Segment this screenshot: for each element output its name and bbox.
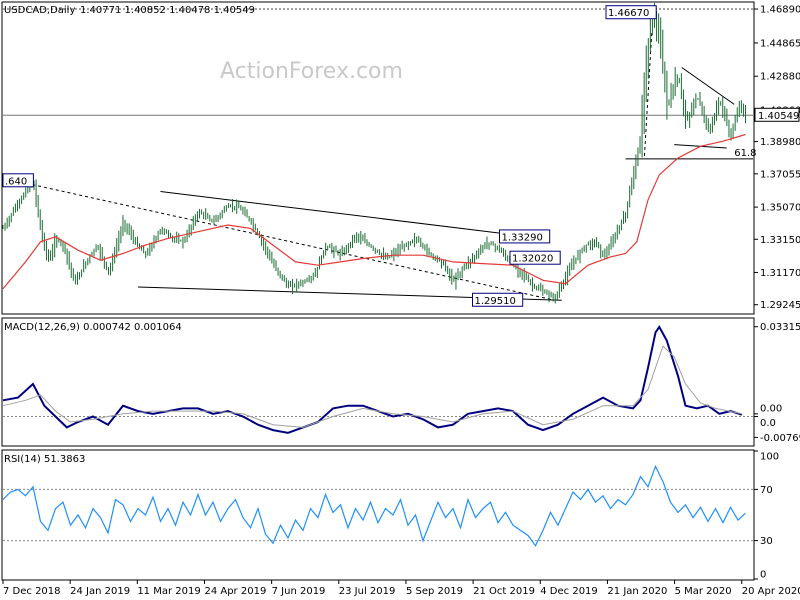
moving-average bbox=[2, 133, 746, 290]
price-y-tick-label: 1.46890 bbox=[760, 5, 800, 16]
price-title: USDCAD,Daily bbox=[4, 5, 75, 16]
rsi-grid bbox=[3, 488, 753, 542]
price-label: .640 bbox=[5, 176, 27, 187]
rsi-line bbox=[2, 464, 746, 547]
rsi-series bbox=[2, 464, 746, 547]
last-price-label: 1.40549 bbox=[758, 111, 799, 122]
price-y-tick-label: 1.37055 bbox=[760, 169, 800, 180]
macd-panel: 0.033155 0.00 0.0 -0.00769 MACD(12,26,9) 0.… bbox=[1, 317, 800, 447]
x-tick-label: 5 Sep 2019 bbox=[406, 586, 463, 597]
rsi-title: RSI(14) 51.3863 bbox=[4, 454, 85, 465]
price-panel: ActionForex.com 61.8 1.46670 1.33290 1.320… bbox=[1, 1, 800, 315]
price-y-tick-label: 1.35070 bbox=[760, 203, 800, 214]
x-tick-label: 5 Mar 2020 bbox=[675, 586, 732, 597]
last-price-tag bbox=[754, 107, 800, 122]
macd-title: MACD(12,26,9) 0.000742 0.001064 bbox=[4, 322, 182, 333]
rsi-y-tick-label: 0 bbox=[760, 570, 766, 581]
trendline bbox=[643, 33, 653, 159]
macd-y-tick-label: 0.00 bbox=[760, 403, 782, 414]
price-label-box bbox=[472, 292, 524, 307]
x-tick-label: 23 Jul 2019 bbox=[339, 586, 396, 597]
macd-y-tick-label: 0.0 bbox=[760, 418, 776, 429]
price-label: 1.29510 bbox=[475, 296, 516, 307]
fib-label: 61.8 bbox=[734, 148, 756, 159]
macd-series bbox=[2, 324, 743, 434]
price-ohlc: 1.40771 1.40852 1.40478 1.40549 bbox=[80, 5, 255, 16]
x-tick-label: 20 Apr 2020 bbox=[742, 586, 800, 597]
macd-y-tick-label: 0.033155 bbox=[760, 322, 800, 333]
macd-panel-frame bbox=[1, 317, 755, 447]
trendline bbox=[160, 191, 544, 239]
price-y-tick-label: 1.29245 bbox=[760, 300, 800, 311]
rsi-y-axis: 100 70 30 0 bbox=[754, 450, 779, 581]
rsi-panel: 100 70 30 0 RSI(14) 51.3863 bbox=[1, 449, 779, 581]
price-y-tick-label: 1.31170 bbox=[760, 268, 800, 279]
x-tick-label: 21 Jan 2020 bbox=[607, 586, 667, 597]
rsi-y-tick-label: 100 bbox=[760, 452, 779, 463]
x-tick-label: 24 Apr 2019 bbox=[204, 586, 266, 597]
price-y-tick-label: 1.44865 bbox=[760, 38, 800, 49]
macd-y-axis: 0.033155 0.00 0.0 -0.00769 bbox=[754, 322, 800, 444]
x-tick-label: 21 Oct 2019 bbox=[473, 586, 535, 597]
rsi-panel-frame bbox=[1, 449, 755, 581]
watermark: ActionForex.com bbox=[220, 59, 403, 84]
price-label: 1.46670 bbox=[608, 8, 649, 19]
price-labels: 1.46670 1.33290 1.32020 1.29510 .640 bbox=[2, 5, 657, 307]
price-y-tick-label: 1.38980 bbox=[760, 137, 800, 148]
price-panel-frame bbox=[1, 1, 755, 315]
ma-line bbox=[2, 133, 746, 290]
price-label-box bbox=[605, 5, 657, 20]
x-tick-label: 24 Jan 2019 bbox=[70, 586, 130, 597]
x-tick-label: 4 Dec 2019 bbox=[540, 586, 598, 597]
price-y-axis: 1.468901.448651.428801.408601.389801.370… bbox=[754, 5, 800, 311]
rsi-y-tick-label: 70 bbox=[760, 485, 773, 496]
trendline bbox=[681, 67, 735, 105]
price-y-tick-label: 1.42880 bbox=[760, 72, 800, 83]
x-tick-label: 11 Mar 2019 bbox=[137, 586, 200, 597]
x-tick-label: 7 Dec 2018 bbox=[3, 586, 61, 597]
x-tick-label: 7 Jun 2019 bbox=[272, 586, 326, 597]
x-axis: 7 Dec 2018 24 Jan 2019 11 Mar 2019 24 Apr 2… bbox=[2, 580, 800, 597]
rsi-y-tick-label: 30 bbox=[760, 536, 773, 547]
trendline bbox=[2, 177, 555, 301]
signal-line bbox=[2, 345, 742, 428]
price-label: 1.33290 bbox=[502, 232, 543, 243]
price-label-box bbox=[499, 229, 551, 244]
macd-line bbox=[2, 324, 743, 434]
price-label: 1.32020 bbox=[512, 254, 553, 265]
price-y-tick-label: 1.33150 bbox=[760, 235, 800, 246]
price-label-box bbox=[2, 173, 34, 188]
price-label-box bbox=[509, 250, 561, 265]
macd-y-tick-label: -0.00769 bbox=[760, 433, 800, 444]
